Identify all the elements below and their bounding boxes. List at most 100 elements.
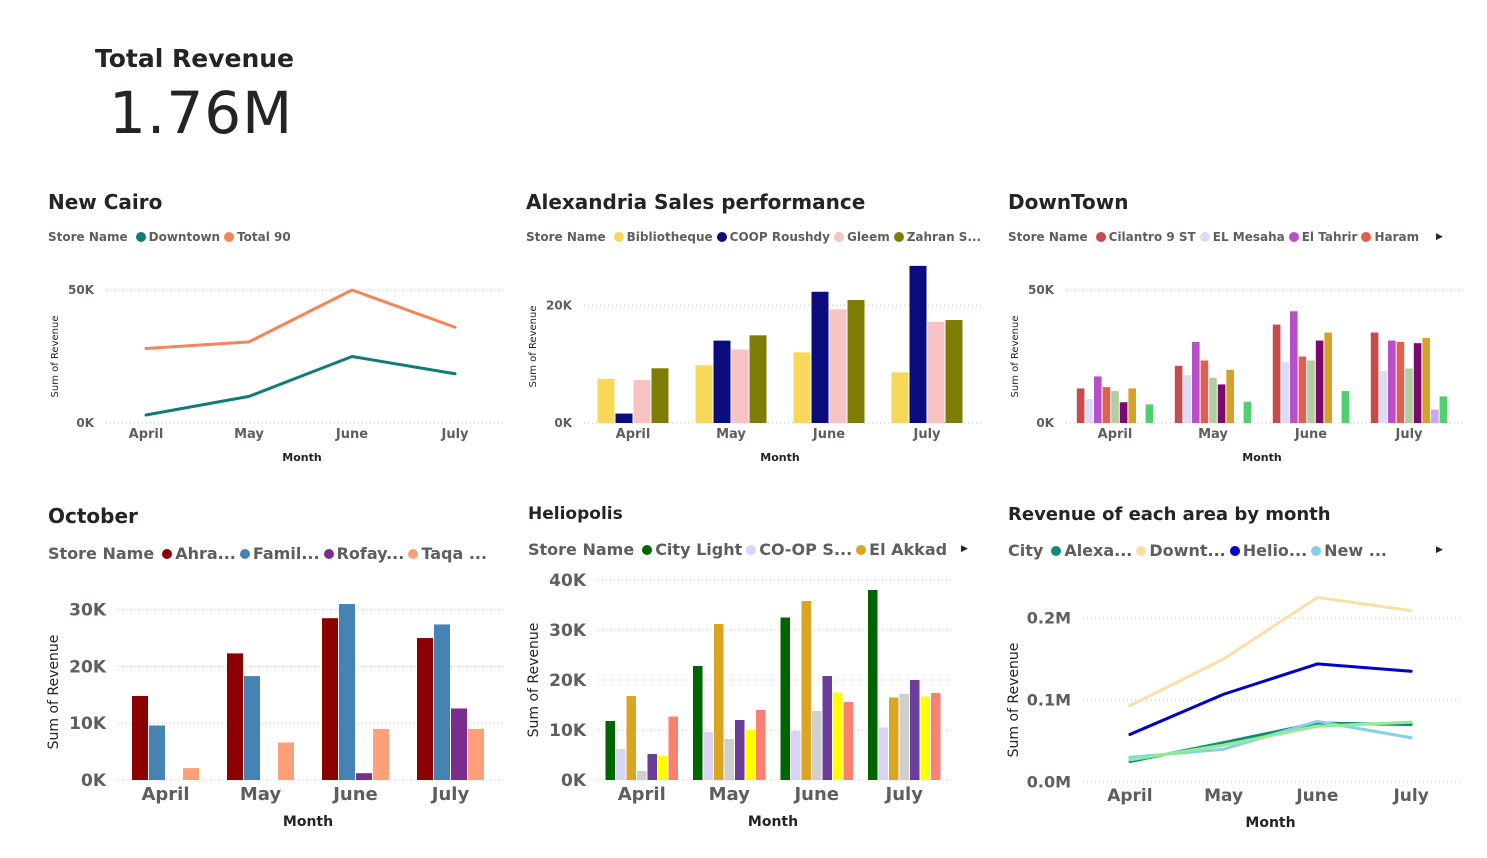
bar[interactable] — [920, 696, 931, 781]
bar[interactable] — [889, 697, 899, 781]
legend-item[interactable]: Cilantro 9 ST — [1095, 230, 1196, 244]
bar[interactable] — [626, 696, 637, 780]
series-line[interactable] — [1128, 720, 1413, 762]
bar[interactable] — [322, 618, 338, 780]
bar[interactable] — [1174, 365, 1183, 423]
legend-item[interactable]: Zahran S... — [893, 230, 981, 244]
bar[interactable] — [1192, 341, 1200, 423]
bar[interactable] — [1183, 375, 1191, 423]
bar[interactable] — [811, 291, 829, 423]
bar[interactable] — [1307, 360, 1315, 423]
bar[interactable] — [1128, 388, 1136, 423]
bar[interactable] — [468, 728, 484, 780]
bar[interactable] — [339, 604, 355, 780]
bar[interactable] — [1379, 371, 1387, 423]
series-line[interactable] — [144, 355, 457, 417]
bar[interactable] — [227, 653, 243, 780]
bar[interactable] — [1370, 332, 1379, 423]
legend-item[interactable]: Ahra... — [162, 544, 236, 563]
bar[interactable] — [1217, 384, 1226, 423]
bar[interactable] — [1413, 343, 1422, 423]
bar[interactable] — [597, 378, 615, 423]
bar[interactable] — [651, 368, 669, 423]
legend-item[interactable]: Downt... — [1136, 541, 1226, 560]
bar[interactable] — [615, 413, 633, 423]
bar[interactable] — [791, 731, 801, 780]
bar[interactable] — [668, 716, 679, 781]
bar[interactable] — [647, 754, 658, 780]
bar[interactable] — [822, 676, 833, 780]
bar[interactable] — [633, 380, 651, 423]
bar[interactable] — [931, 693, 941, 780]
legend-item[interactable]: Gleem — [833, 230, 890, 244]
bar[interactable] — [927, 321, 945, 423]
bar[interactable] — [868, 590, 878, 780]
bar[interactable] — [1102, 387, 1111, 423]
bar[interactable] — [1111, 391, 1119, 423]
legend-item[interactable]: Total 90 — [224, 230, 291, 244]
bar[interactable] — [183, 768, 199, 780]
bar[interactable] — [1315, 340, 1324, 423]
legend-item[interactable]: Taqa ... — [408, 544, 487, 563]
bar[interactable] — [373, 728, 389, 780]
bar[interactable] — [910, 680, 920, 780]
bar[interactable] — [833, 692, 843, 781]
bar[interactable] — [1439, 396, 1448, 423]
bar[interactable] — [1094, 376, 1102, 423]
bar[interactable] — [829, 309, 847, 423]
legend-item[interactable]: EL Mesaha — [1199, 230, 1285, 244]
bar[interactable] — [1076, 388, 1085, 423]
legend-item[interactable]: Famil... — [239, 544, 320, 563]
legend-item[interactable]: El Akkad — [856, 540, 947, 559]
bar[interactable] — [713, 340, 731, 423]
legend-item[interactable]: Rofay... — [323, 544, 404, 563]
bar[interactable] — [1272, 324, 1281, 423]
bar[interactable] — [356, 773, 372, 780]
bar[interactable] — [605, 721, 616, 780]
bar[interactable] — [735, 720, 745, 780]
bar[interactable] — [812, 711, 822, 780]
bar[interactable] — [731, 349, 749, 423]
bar[interactable] — [1324, 332, 1332, 423]
legend-item[interactable]: Haram — [1361, 230, 1419, 244]
bar[interactable] — [1341, 391, 1350, 423]
bar[interactable] — [745, 730, 756, 780]
series-line[interactable] — [1128, 721, 1413, 763]
bar[interactable] — [1281, 361, 1289, 423]
bar[interactable] — [1388, 340, 1396, 423]
bar[interactable] — [695, 365, 713, 423]
series-line[interactable] — [144, 288, 457, 351]
legend-item[interactable]: El Tahrir — [1288, 230, 1357, 244]
bar[interactable] — [244, 676, 260, 780]
legend-next-arrow-icon[interactable]: ▶ — [1436, 545, 1443, 555]
bar[interactable] — [714, 624, 724, 780]
bar[interactable] — [1290, 311, 1298, 423]
bar[interactable] — [749, 335, 767, 423]
bar[interactable] — [1145, 404, 1154, 423]
legend-item[interactable]: New ... — [1311, 541, 1387, 560]
bar[interactable] — [434, 624, 450, 780]
bar[interactable] — [1298, 356, 1307, 424]
bar[interactable] — [847, 300, 865, 423]
bar[interactable] — [1209, 377, 1217, 423]
bar[interactable] — [1422, 337, 1430, 423]
legend-item[interactable]: City Light — [642, 540, 742, 559]
legend-item[interactable]: Bibliotheque — [613, 230, 713, 244]
bar[interactable] — [899, 694, 910, 780]
bar[interactable] — [891, 372, 909, 423]
bar[interactable] — [149, 725, 165, 780]
bar[interactable] — [724, 739, 735, 780]
legend-item[interactable]: COOP Roushdy — [716, 230, 830, 244]
bar[interactable] — [1243, 401, 1252, 423]
bar[interactable] — [451, 708, 467, 780]
series-line[interactable] — [1128, 662, 1413, 736]
bar[interactable] — [693, 666, 703, 780]
bar[interactable] — [780, 617, 791, 781]
bar[interactable] — [278, 742, 294, 780]
legend-item[interactable]: Alexa... — [1051, 541, 1132, 560]
bar[interactable] — [132, 695, 148, 780]
legend-item[interactable]: CO-OP S... — [746, 540, 852, 559]
bar[interactable] — [1226, 369, 1234, 423]
bar[interactable] — [616, 749, 626, 780]
bar[interactable] — [1119, 402, 1128, 423]
